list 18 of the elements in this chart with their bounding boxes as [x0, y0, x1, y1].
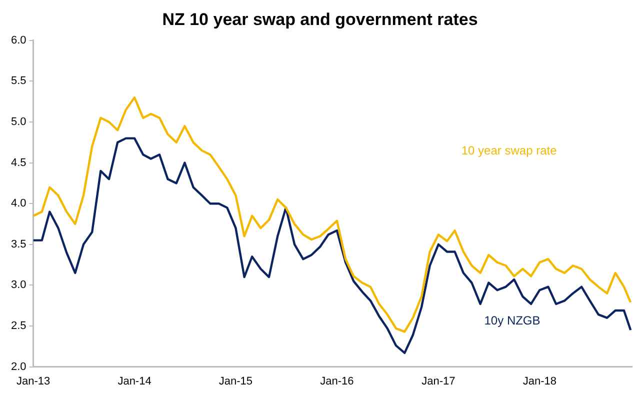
text: 10 year swap rate — [461, 144, 558, 158]
x-tick-label: Jan-13 — [16, 375, 50, 388]
x-tick-label: Jan-18 — [522, 375, 556, 388]
x-tick-label: Jan-16 — [320, 375, 354, 388]
y-tick-label: 3.0 — [10, 279, 26, 292]
x-tick-label: Jan-14 — [118, 375, 152, 388]
y-tick-label: 4.5 — [10, 156, 26, 169]
chart-title: NZ 10 year swap and government rates — [162, 10, 478, 29]
x-tick-label: Jan-17 — [422, 375, 456, 388]
y-tick-label: 2.5 — [10, 320, 26, 332]
series-label: 10y NZGB — [484, 313, 540, 328]
y-tick-label: 5.0 — [10, 116, 26, 128]
y-tick-label: 6.0 — [10, 34, 26, 46]
y-tick-label: 4.0 — [10, 198, 26, 210]
x-tick-label: Jan-15 — [218, 375, 253, 388]
y-tick-label: 5.5 — [10, 75, 26, 88]
y-tick-label: 2.0 — [10, 360, 26, 373]
y-tick-label: 3.5 — [10, 238, 26, 250]
